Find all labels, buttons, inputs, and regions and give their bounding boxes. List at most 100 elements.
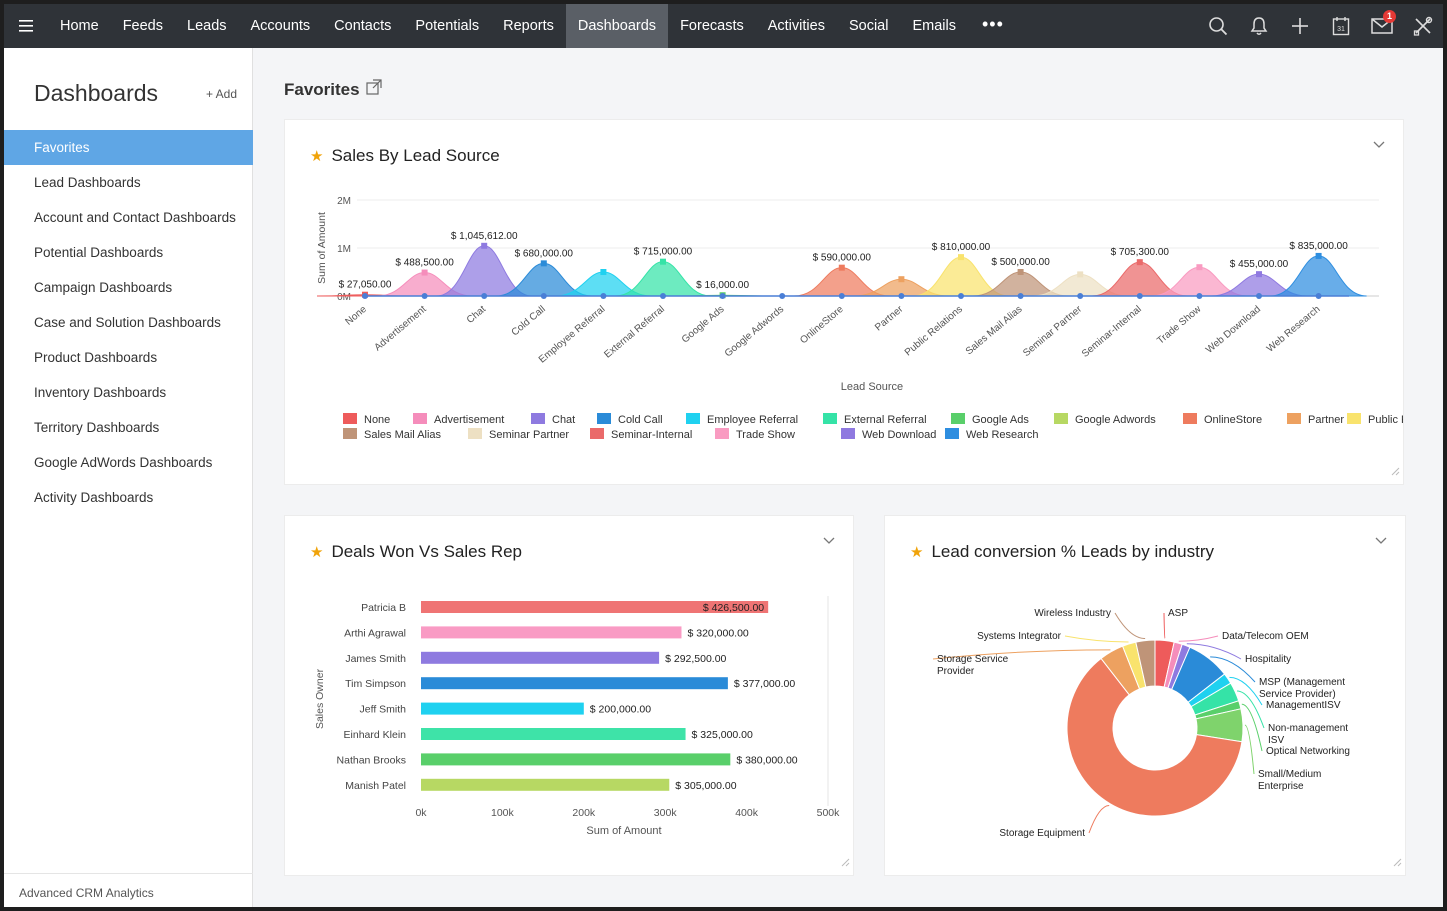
- tools-icon[interactable]: [1402, 4, 1443, 48]
- sidebar-title: Dashboards: [34, 80, 159, 106]
- bar-tim-simpson: [421, 677, 728, 690]
- plus-icon[interactable]: [1279, 4, 1320, 48]
- bar-patricia-b: [421, 601, 769, 613]
- nav-feeds[interactable]: Feeds: [122, 18, 163, 34]
- leader-line: [1236, 690, 1265, 729]
- nav-dashboards[interactable]: Dashboards: [565, 4, 669, 48]
- nav-social[interactable]: Social: [848, 18, 889, 34]
- sidebar-item-product-dashboards[interactable]: Product Dashboards: [34, 350, 158, 365]
- y-axis-label: Sum of Amount: [316, 212, 328, 284]
- data-label: $ 1,045,612.00: [451, 231, 518, 242]
- more-icon[interactable]: •••: [981, 14, 1004, 34]
- sidebar-footer[interactable]: Advanced CRM Analytics: [4, 873, 253, 907]
- leader-line: [932, 649, 1111, 660]
- legend-item-onlinestore: OnlineStore: [1204, 414, 1262, 426]
- y-tick-label: Tim Simpson: [345, 678, 406, 690]
- y-tick-label: 2M: [337, 196, 351, 207]
- mail-badge: 1: [1383, 10, 1396, 23]
- nav-emails[interactable]: Emails: [912, 18, 956, 34]
- chevron-down-icon[interactable]: [823, 532, 835, 550]
- calendar-icon[interactable]: 31: [1320, 4, 1361, 48]
- search-icon[interactable]: [1197, 4, 1238, 48]
- star-icon[interactable]: ★: [910, 544, 924, 561]
- legend-swatch: [841, 428, 855, 439]
- y-tick-label: Patricia B: [361, 602, 406, 614]
- leader-line: [1163, 612, 1166, 640]
- nav-leads[interactable]: Leads: [187, 18, 227, 34]
- data-point: [838, 264, 845, 271]
- deals-won-card: ★ Deals Won Vs Sales Rep 0k 100k 200k 300k 4…: [284, 515, 854, 876]
- legend-swatch: [945, 428, 959, 439]
- nav-reports[interactable]: Reports: [503, 18, 554, 34]
- sidebar-item-lead-dashboards[interactable]: Lead Dashboards: [34, 175, 141, 190]
- legend-item-none: None: [364, 414, 390, 426]
- legend-item-web-research: Web Research: [966, 429, 1039, 441]
- sidebar-item-account-contact-dashboards[interactable]: Account and Contact Dashboards: [34, 210, 236, 225]
- sidebar-item-case-solution-dashboards[interactable]: Case and Solution Dashboards: [34, 315, 221, 330]
- legend-item-cold-call: Cold Call: [618, 414, 663, 426]
- add-dashboard-button[interactable]: + Add: [206, 87, 238, 101]
- nav-contacts[interactable]: Contacts: [334, 18, 392, 34]
- resize-handle-icon[interactable]: [840, 854, 850, 872]
- resize-handle-icon[interactable]: [1390, 463, 1400, 481]
- lead-conversion-card: ★ Lead conversion % Leads by industry AS…: [884, 515, 1406, 876]
- legend-swatch: [1287, 413, 1301, 424]
- nav-accounts[interactable]: Accounts: [250, 18, 311, 34]
- legend-swatch: [1183, 413, 1197, 424]
- x-tick-label: None: [344, 304, 370, 328]
- x-tick-label: Trade Show: [1155, 303, 1204, 346]
- open-external-icon[interactable]: [365, 79, 382, 100]
- mail-icon[interactable]: 1: [1361, 4, 1402, 48]
- bell-icon[interactable]: [1238, 4, 1279, 48]
- sidebar-item-activity-dashboards[interactable]: Activity Dashboards: [34, 490, 154, 505]
- legend-swatch: [343, 413, 357, 424]
- star-icon[interactable]: ★: [310, 148, 324, 165]
- leader-line: [1178, 635, 1219, 642]
- slice-label-hospitality: Hospitality: [1245, 654, 1291, 665]
- legend-item-google-adwords: Google Adwords: [1075, 414, 1156, 426]
- chevron-down-icon[interactable]: [1373, 136, 1385, 154]
- leader-line: [1229, 676, 1263, 706]
- data-label: $ 590,000.00: [813, 253, 872, 264]
- x-tick-label: OnlineStore: [798, 304, 846, 347]
- nav-home[interactable]: Home: [60, 18, 99, 34]
- slice-label-managementisv: ManagementISV: [1266, 700, 1341, 711]
- legend-swatch: [1054, 413, 1068, 424]
- sidebar-item-campaign-dashboards[interactable]: Campaign Dashboards: [34, 280, 173, 295]
- sidebar-item-favorites[interactable]: Favorites: [4, 130, 253, 165]
- y-tick-label: 1M: [337, 244, 351, 255]
- legend-swatch: [823, 413, 837, 424]
- y-tick-label: 0M: [337, 292, 351, 303]
- x-axis-label: Lead Source: [841, 381, 903, 393]
- leader-line: [1088, 804, 1110, 834]
- slice-label-systems-integrator: Systems Integrator: [977, 631, 1062, 642]
- sales-by-lead-source-card: ★ Sales By Lead Source 0M 1M 2M Sum of Amou…: [284, 119, 1404, 485]
- slice-wireless-industry: [1135, 639, 1156, 688]
- x-tick-label: Seminar Partner: [1021, 303, 1084, 359]
- chevron-down-icon[interactable]: [1375, 532, 1387, 550]
- legend-item-sales-mail-alias: Sales Mail Alias: [364, 429, 442, 441]
- data-label: $ 380,000.00: [736, 754, 797, 766]
- resize-handle-icon[interactable]: [1392, 854, 1402, 872]
- data-label: $ 27,050.00: [339, 280, 392, 291]
- data-point: [1256, 271, 1262, 278]
- sidebar-item-potential-dashboards[interactable]: Potential Dashboards: [34, 245, 164, 260]
- nav-activities[interactable]: Activities: [767, 18, 825, 34]
- nav-potentials[interactable]: Potentials: [415, 18, 480, 34]
- sidebar-item-google-adwords-dashboards[interactable]: Google AdWords Dashboards: [34, 455, 213, 470]
- nav-forecasts[interactable]: Forecasts: [680, 18, 744, 34]
- y-tick-label: Nathan Brooks: [337, 754, 406, 766]
- y-tick-label: Einhard Klein: [344, 729, 407, 741]
- legend-item-employee-referral: Employee Referral: [707, 414, 798, 426]
- menu-icon[interactable]: [4, 4, 48, 48]
- star-icon[interactable]: ★: [310, 544, 324, 561]
- bar-einhard-klein: [421, 728, 686, 740]
- y-tick-label: Jeff Smith: [360, 704, 407, 716]
- legend-item-external-referral: External Referral: [844, 414, 927, 426]
- sidebar-item-inventory-dashboards[interactable]: Inventory Dashboards: [34, 385, 167, 400]
- legend-swatch: [468, 428, 482, 439]
- sidebar-item-territory-dashboards[interactable]: Territory Dashboards: [34, 420, 160, 435]
- slice-label-storage-service-provider: Storage Service Provider: [937, 654, 1009, 677]
- data-point: [1017, 269, 1024, 275]
- y-axis-label: Sales Owner: [314, 668, 326, 729]
